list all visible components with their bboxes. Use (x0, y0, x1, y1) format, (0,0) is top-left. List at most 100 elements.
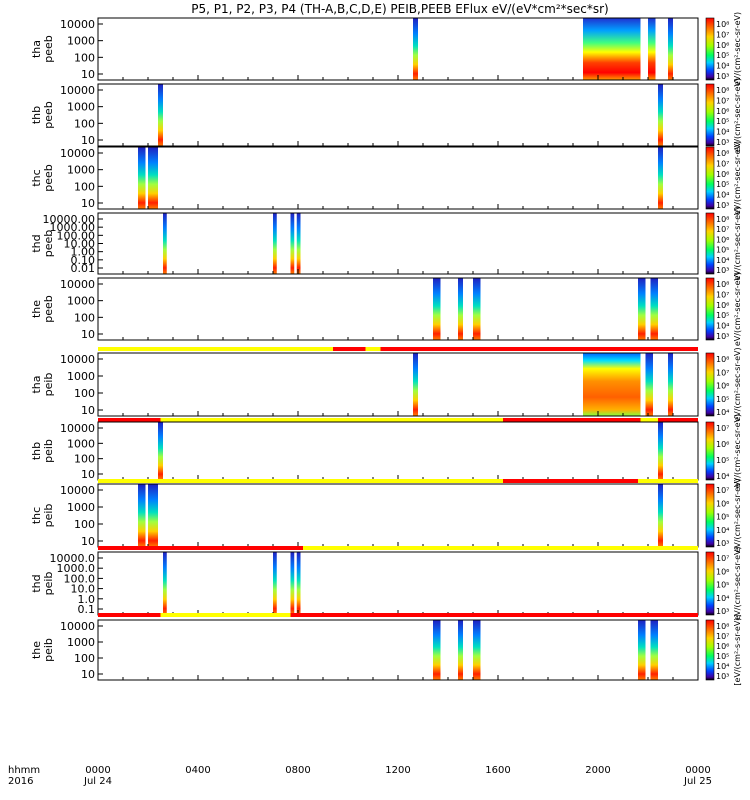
status-bar-the-peeb-1 (333, 347, 366, 351)
ytick-label-thc-peeb-3: 10 (81, 197, 95, 210)
panel-frame-the-peeb (97, 277, 699, 341)
cbar-tick-tha-peeb-2: 10⁶ (716, 41, 729, 50)
status-bar-thb-peib-0 (98, 479, 503, 483)
status-bar-thd-peib-0 (98, 613, 161, 617)
cbar-tick-tha-peeb-0: 10⁸ (716, 20, 729, 29)
burst-thd-peib-2 (290, 552, 295, 615)
panel-label-line: peib (42, 373, 55, 397)
cbar-tick-tha-peib-1: 10⁷ (716, 368, 729, 377)
burst-thc-peib-1 (148, 484, 158, 547)
ytick-label-the-peib-0: 10000 (60, 620, 95, 633)
burst-thd-peeb-2 (290, 213, 295, 274)
xtick-label-1: 0400 (185, 765, 210, 776)
cbar-tick-thd-peeb-5: 10³ (716, 266, 729, 275)
status-bar-tha-peib-1 (160, 418, 503, 422)
panel-thc-peib: 10000 1000 100 10 thcpeib 10⁷ 10⁶ 10⁵ 10⁴ 10³ eV/(… (30, 478, 742, 552)
status-bar-thc-peib-1 (303, 546, 698, 550)
cbar-tick-thb-peeb-3: 10⁵ (716, 117, 729, 126)
ytick-label-tha-peib-0: 10000 (60, 353, 95, 366)
burst-the-peib-4 (650, 620, 658, 680)
ytick-label-the-peib-1: 1000 (67, 636, 95, 649)
ytick-label-thb-peeb-2: 100 (74, 117, 95, 130)
cbar-tick-thd-peib-2: 10⁵ (716, 581, 729, 590)
cbar-tick-thb-peib-3: 10⁴ (716, 472, 729, 481)
burst-thd-peeb-1 (273, 213, 277, 274)
cbar-unit-tha-peib: eV/(cm²-sec-sr-eV) (733, 347, 742, 421)
cbar-tick-thb-peib-0: 10⁷ (716, 424, 729, 433)
panel-label-line: peeb (42, 230, 55, 258)
cbar-tick-tha-peib-4: 10⁴ (716, 408, 729, 417)
ytick-label-the-peeb-1: 1000 (67, 295, 95, 308)
x-left-label-hhmm: hhmm (8, 765, 40, 776)
panel-label-thd-peib: thdpeib (30, 572, 55, 596)
cbar-tick-the-peib-4: 10⁴ (716, 662, 729, 671)
xtick-label-3: 1200 (385, 765, 410, 776)
cbar-tick-tha-peeb-1: 10⁷ (716, 30, 729, 39)
panel-frame-thd-peib (97, 551, 699, 616)
ytick-label-thc-peeb-1: 1000 (67, 164, 95, 177)
cbar-tick-thb-peeb-2: 10⁶ (716, 107, 729, 116)
cbar-tick-thb-peib-1: 10⁶ (716, 440, 729, 449)
burst-thd-peeb-0 (163, 213, 167, 274)
panel-label-line: peib (42, 439, 55, 463)
ytick-label-thd-peeb-1: 1000.00 (50, 221, 96, 234)
x-date-label-1: Jul 25 (683, 776, 712, 787)
ytick-label-thb-peeb-3: 10 (81, 134, 95, 147)
panel-label-line: tha (30, 40, 43, 58)
ytick-label-the-peeb-0: 10000 (60, 278, 95, 291)
cbar-tick-tha-peib-2: 10⁶ (716, 382, 729, 391)
panel-label-the-peib: thepeib (30, 638, 55, 662)
cbar-tick-thc-peib-1: 10⁶ (716, 499, 729, 508)
panel-label-line: peeb (42, 101, 55, 129)
ytick-label-thd-peeb-0: 10000.00 (43, 213, 96, 226)
cbar-tick-thd-peib-0: 10⁷ (716, 554, 729, 563)
cbar-tick-thc-peeb-2: 10⁶ (716, 170, 729, 179)
cbar-unit-the-peib: [eV/(cm²-s-sr-eV)] (733, 614, 742, 685)
x-date-label-0: Jul 24 (83, 776, 112, 787)
burst-the-peib-2 (473, 620, 481, 680)
status-bar-tha-peib-0 (98, 418, 161, 422)
cbar-unit-thd-peib: eV/(cm²-sec-sr-eV) (733, 546, 742, 620)
ytick-label-thc-peib-0: 10000 (60, 484, 95, 497)
panel-label-line: thc (30, 169, 43, 186)
colorbar-the-peib (705, 619, 715, 681)
cbar-tick-thd-peib-3: 10⁴ (716, 594, 729, 603)
status-bar-the-peeb-2 (365, 347, 381, 351)
ytick-label-thd-peib-2: 100.0 (64, 572, 96, 585)
panel-label-line: peib (42, 504, 55, 528)
panel-label-line: peeb (42, 295, 55, 323)
status-bar-tha-peib-3 (640, 418, 658, 422)
cbar-tick-the-peeb-0: 10⁸ (716, 280, 729, 289)
ytick-label-thc-peeb-0: 10000 (60, 147, 95, 160)
xtick-label-5: 2000 (585, 765, 610, 776)
cbar-tick-thd-peib-4: 10³ (716, 607, 729, 616)
ytick-label-tha-peeb-2: 100 (74, 51, 95, 64)
panel-label-line: peib (42, 572, 55, 596)
cbar-tick-thb-peib-2: 10⁵ (716, 456, 729, 465)
cbar-tick-the-peeb-1: 10⁷ (716, 290, 729, 299)
cbar-unit-tha-peeb: eV/(cm²-sec-sr-eV) (733, 12, 742, 86)
panel-label-the-peeb: thepeeb (30, 295, 55, 323)
x-left-label-year: 2016 (8, 776, 33, 787)
ytick-label-the-peib-2: 100 (74, 652, 95, 665)
burst-thd-peib-1 (273, 552, 277, 615)
burst-thb-peeb-1 (658, 84, 663, 146)
panel-label-line: thc (30, 507, 43, 524)
cbar-tick-the-peib-5: 10³ (716, 672, 729, 681)
panel-frame-the-peib (97, 619, 699, 681)
status-bar-thd-peib-1 (160, 613, 291, 617)
ytick-label-the-peib-3: 10 (81, 668, 95, 681)
ytick-label-thd-peeb-4: 1.00 (71, 246, 96, 259)
cbar-tick-the-peib-2: 10⁶ (716, 642, 729, 651)
burst-thc-peeb-1 (148, 147, 158, 209)
burst-the-peeb-1 (458, 278, 463, 340)
panel-thb-peib: 10000 1000 100 10 thbpeib 10⁷ 10⁶ 10⁵ 10⁴ eV/(cm²… (30, 414, 742, 488)
ytick-label-tha-peib-2: 100 (74, 387, 95, 400)
status-bar-thc-peib-0 (98, 546, 303, 550)
panel-label-thb-peib: thbpeib (30, 439, 55, 463)
cbar-tick-tha-peeb-3: 10⁵ (716, 51, 729, 60)
ytick-label-thd-peib-0: 10000.0 (50, 552, 96, 565)
burst-tha-peeb-1 (583, 18, 641, 80)
ytick-label-the-peeb-3: 10 (81, 328, 95, 341)
